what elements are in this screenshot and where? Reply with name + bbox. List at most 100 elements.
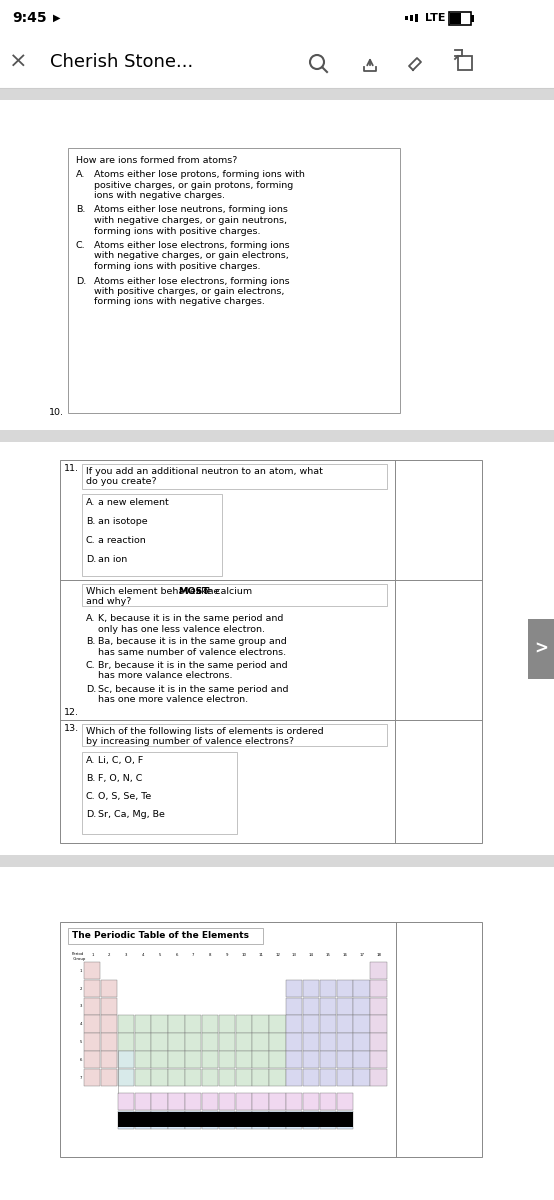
Text: MOST: MOST: [178, 587, 209, 596]
Bar: [202, 1092, 218, 1110]
Bar: [135, 1092, 151, 1110]
Bar: [68, 928, 263, 944]
Bar: [286, 1051, 302, 1068]
Bar: [336, 1015, 353, 1033]
Bar: [353, 1033, 370, 1050]
Bar: [252, 1015, 269, 1033]
Bar: [0, 430, 554, 442]
Bar: [353, 997, 370, 1015]
Bar: [320, 1092, 336, 1110]
Text: 9: 9: [226, 953, 228, 958]
Bar: [286, 1069, 302, 1086]
Bar: [269, 1033, 286, 1050]
Bar: [286, 979, 302, 997]
Bar: [353, 1069, 370, 1086]
Bar: [202, 1015, 218, 1033]
Text: C.: C.: [86, 536, 96, 545]
Bar: [82, 584, 387, 606]
Bar: [219, 1015, 235, 1033]
Bar: [151, 1069, 168, 1086]
Text: 8: 8: [209, 953, 212, 958]
Bar: [320, 1033, 336, 1050]
Text: Atoms either lose neutrons, forming ions: Atoms either lose neutrons, forming ions: [94, 205, 288, 215]
Text: 5: 5: [158, 953, 161, 958]
Bar: [252, 1069, 269, 1086]
Bar: [336, 1111, 353, 1129]
Bar: [370, 1069, 387, 1086]
Bar: [320, 1051, 336, 1068]
Bar: [202, 1051, 218, 1068]
Text: D.: D.: [86, 684, 96, 694]
Text: 6: 6: [80, 1058, 82, 1062]
Bar: [117, 1092, 134, 1110]
Bar: [117, 1069, 134, 1086]
Bar: [252, 1092, 269, 1110]
Bar: [286, 1111, 302, 1129]
Bar: [303, 1092, 319, 1110]
Text: 15: 15: [326, 953, 331, 958]
Text: forming ions with positive charges.: forming ions with positive charges.: [94, 227, 260, 235]
Bar: [117, 1111, 134, 1129]
Text: 1: 1: [91, 953, 94, 958]
Text: Which element behaves the: Which element behaves the: [86, 587, 222, 596]
Bar: [303, 1111, 319, 1129]
Bar: [458, 56, 472, 70]
Bar: [185, 1111, 202, 1129]
Bar: [269, 1111, 286, 1129]
Text: B.: B.: [86, 637, 95, 647]
Text: 14: 14: [309, 953, 314, 958]
Bar: [60, 922, 482, 1157]
Bar: [370, 962, 387, 979]
Bar: [135, 1069, 151, 1086]
Bar: [370, 1015, 387, 1033]
Text: 5: 5: [80, 1040, 82, 1044]
Text: B.: B.: [86, 517, 95, 526]
Bar: [219, 1111, 235, 1129]
Bar: [168, 1111, 184, 1129]
Bar: [168, 1069, 184, 1086]
Bar: [168, 1033, 184, 1050]
Bar: [84, 997, 100, 1015]
Bar: [151, 1051, 168, 1068]
Text: K, because it is in the same period and: K, because it is in the same period and: [98, 614, 284, 623]
Bar: [84, 1051, 100, 1068]
Bar: [68, 148, 400, 413]
Text: 4: 4: [80, 1022, 82, 1026]
Text: Ba, because it is in the same group and: Ba, because it is in the same group and: [98, 637, 287, 647]
Bar: [84, 1069, 100, 1086]
Bar: [117, 1051, 134, 1068]
Bar: [410, 14, 413, 20]
Bar: [528, 618, 554, 678]
Text: 10.: 10.: [49, 408, 64, 416]
Bar: [0, 100, 554, 430]
Text: has more valance electrons.: has more valance electrons.: [98, 672, 233, 680]
Text: 2: 2: [80, 986, 82, 991]
Text: Atoms either lose electrons, forming ions: Atoms either lose electrons, forming ion…: [94, 276, 290, 286]
Bar: [151, 1033, 168, 1050]
Bar: [219, 1069, 235, 1086]
Text: 11: 11: [258, 953, 263, 958]
Text: has one more valence electron.: has one more valence electron.: [98, 695, 248, 704]
Bar: [336, 997, 353, 1015]
Text: an ion: an ion: [98, 554, 127, 564]
Bar: [185, 1092, 202, 1110]
Bar: [84, 1033, 100, 1050]
Text: C.: C.: [86, 661, 96, 670]
Bar: [117, 1033, 134, 1050]
Text: Sc, because it is in the same period and: Sc, because it is in the same period and: [98, 684, 289, 694]
Text: 18: 18: [376, 953, 381, 958]
Bar: [60, 460, 482, 842]
Text: 16: 16: [342, 953, 347, 958]
Text: 7: 7: [192, 953, 194, 958]
Bar: [101, 979, 117, 997]
Bar: [370, 979, 387, 997]
Bar: [0, 442, 554, 854]
Text: Period
 Group: Period Group: [72, 952, 85, 960]
Bar: [185, 1015, 202, 1033]
Bar: [303, 979, 319, 997]
Text: forming ions with negative charges.: forming ions with negative charges.: [94, 298, 265, 306]
Text: 17: 17: [359, 953, 364, 958]
Bar: [336, 1069, 353, 1086]
Text: 9:45: 9:45: [12, 11, 47, 25]
Bar: [320, 1069, 336, 1086]
